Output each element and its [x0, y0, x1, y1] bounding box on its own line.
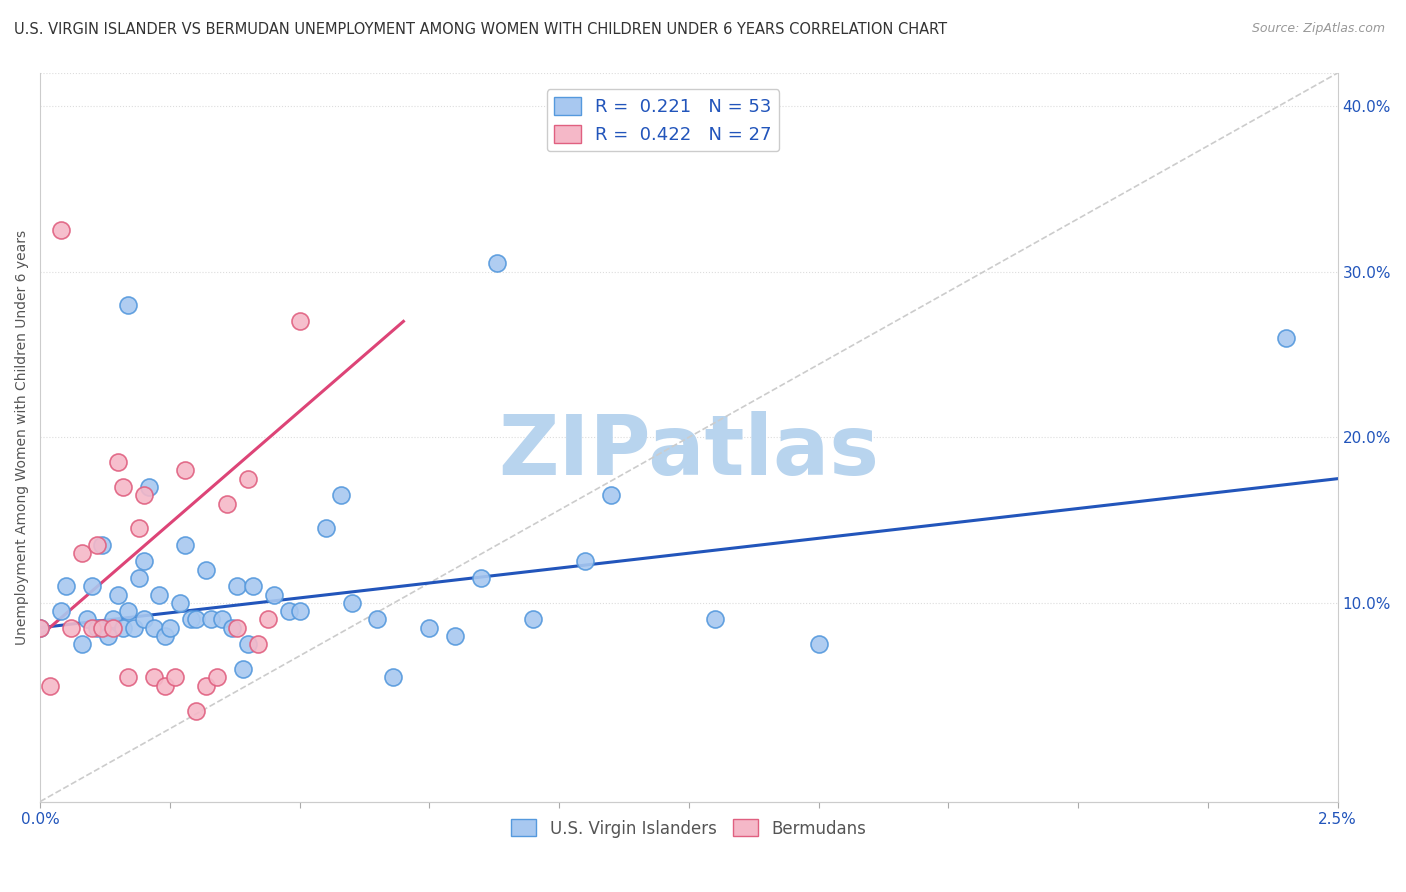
Point	[807, 637, 830, 651]
Point	[470, 571, 492, 585]
Text: U.S. VIRGIN ISLANDER VS BERMUDAN UNEMPLOYMENT AMONG WOMEN WITH CHILDREN UNDER 6 : U.S. VIRGIN ISLANDER VS BERMUDAN UNEMPLO…	[14, 22, 948, 37]
Point	[226, 579, 249, 593]
Point	[117, 298, 139, 312]
Point	[174, 538, 197, 552]
Point	[128, 571, 150, 585]
Point	[76, 612, 98, 626]
Point	[159, 621, 181, 635]
Point	[91, 621, 114, 635]
Point	[30, 621, 52, 635]
Point	[91, 538, 114, 552]
Point	[215, 496, 238, 510]
Point	[128, 521, 150, 535]
Point	[444, 629, 467, 643]
Point	[257, 612, 280, 626]
Point	[70, 637, 93, 651]
Point	[174, 463, 197, 477]
Point	[418, 621, 440, 635]
Point	[169, 596, 191, 610]
Point	[132, 612, 155, 626]
Point	[340, 596, 363, 610]
Point	[366, 612, 388, 626]
Point	[148, 588, 170, 602]
Point	[200, 612, 222, 626]
Point	[143, 670, 166, 684]
Point	[288, 314, 311, 328]
Point	[86, 621, 108, 635]
Point	[97, 629, 120, 643]
Point	[122, 621, 145, 635]
Point	[143, 621, 166, 635]
Point	[1274, 331, 1296, 345]
Point	[80, 579, 103, 593]
Point	[242, 579, 264, 593]
Point	[101, 612, 124, 626]
Point	[153, 679, 176, 693]
Point	[70, 546, 93, 560]
Point	[132, 554, 155, 568]
Point	[574, 554, 596, 568]
Point	[330, 488, 353, 502]
Point	[278, 604, 301, 618]
Point	[263, 588, 285, 602]
Point	[195, 563, 218, 577]
Point	[117, 670, 139, 684]
Text: ZIPatlas: ZIPatlas	[498, 411, 879, 492]
Point	[522, 612, 544, 626]
Point	[112, 480, 135, 494]
Point	[195, 679, 218, 693]
Point	[107, 588, 129, 602]
Point	[60, 621, 83, 635]
Point	[184, 704, 207, 718]
Point	[247, 637, 270, 651]
Y-axis label: Unemployment Among Women with Children Under 6 years: Unemployment Among Women with Children U…	[15, 230, 30, 645]
Point	[600, 488, 623, 502]
Point	[288, 604, 311, 618]
Point	[101, 621, 124, 635]
Point	[86, 538, 108, 552]
Point	[138, 480, 160, 494]
Point	[236, 637, 259, 651]
Point	[226, 621, 249, 635]
Point	[39, 679, 62, 693]
Point	[236, 472, 259, 486]
Point	[221, 621, 243, 635]
Point	[80, 621, 103, 635]
Point	[211, 612, 233, 626]
Point	[55, 579, 77, 593]
Point	[382, 670, 405, 684]
Point	[117, 604, 139, 618]
Point	[184, 612, 207, 626]
Point	[132, 488, 155, 502]
Point	[107, 455, 129, 469]
Point	[112, 621, 135, 635]
Point	[485, 256, 508, 270]
Point	[205, 670, 228, 684]
Point	[49, 223, 72, 237]
Point	[180, 612, 202, 626]
Point	[703, 612, 725, 626]
Point	[153, 629, 176, 643]
Text: Source: ZipAtlas.com: Source: ZipAtlas.com	[1251, 22, 1385, 36]
Point	[315, 521, 337, 535]
Legend: U.S. Virgin Islanders, Bermudans: U.S. Virgin Islanders, Bermudans	[505, 813, 873, 844]
Point	[49, 604, 72, 618]
Point	[231, 662, 253, 676]
Point	[30, 621, 52, 635]
Point	[165, 670, 187, 684]
